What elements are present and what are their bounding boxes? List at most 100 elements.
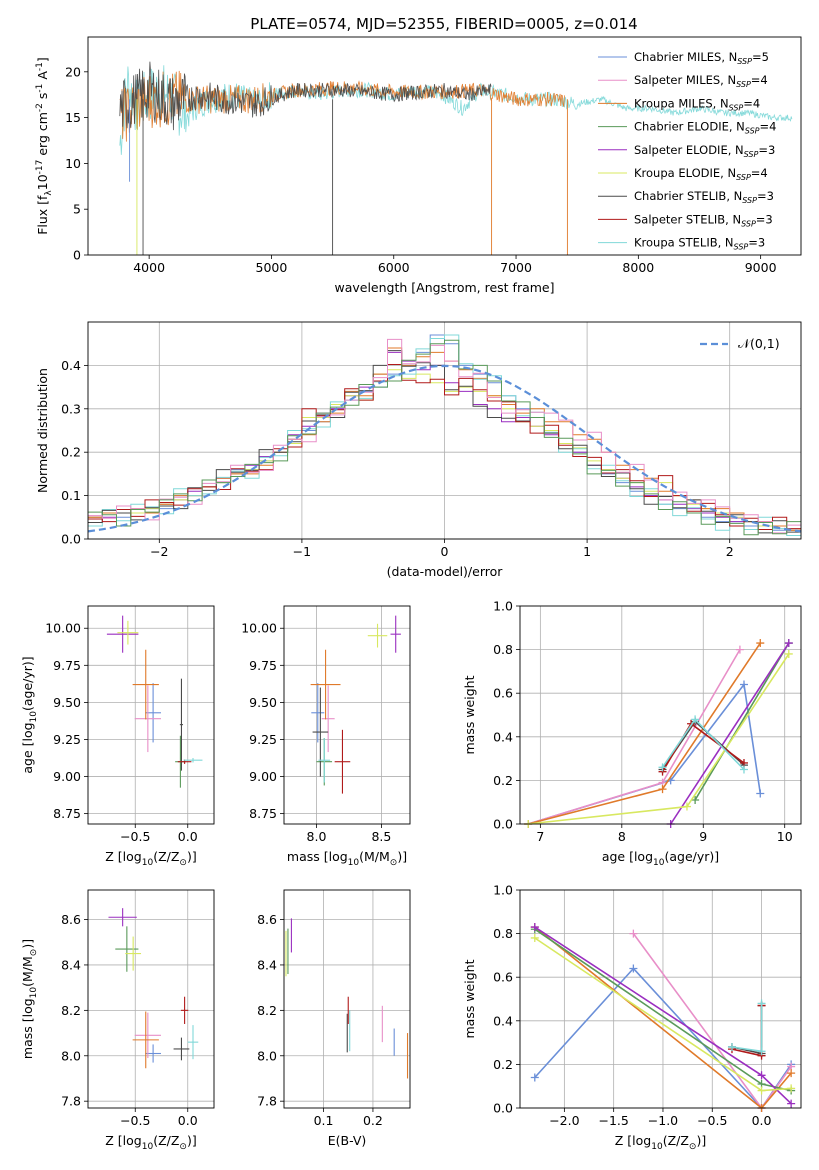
y-tick-label: 1.0 [493, 883, 513, 898]
y-tick-label: 8.0 [61, 1048, 81, 1063]
spectrum-panel: 4000 5000 6000 7000 8000 9000 0 5 10 15 20 waveleng… [35, 36, 802, 295]
y-tick-label: 9.50 [53, 695, 81, 710]
y-tick-label: 0.2 [493, 1057, 513, 1072]
age_vs_mass-panel: 8.0 8.5 8.75 9.00 9.25 9.50 9.75 10.00 mass [log… [241, 605, 411, 868]
x-tick-label: −1.5 [598, 1113, 628, 1128]
x-axis-label: age [log10(age/yr)] [602, 849, 719, 868]
legend-label: Salpeter MILES, NSSP=4 [634, 73, 768, 89]
y-tick-label: 8.6 [257, 912, 277, 927]
spectrum-series [119, 70, 565, 142]
weight-line [731, 1005, 763, 1055]
y-tick-label: 9.75 [249, 658, 277, 673]
x-tick-label: 9 [699, 829, 707, 844]
weight_vs_Z-panel: −2.0 −1.5 −1.0 −0.5 0.0 0.0 0.2 0.4 0.6 0.8 1.0 Z [… [462, 883, 802, 1152]
legend-label: Chabrier ELODIE, NSSP=4 [634, 120, 776, 136]
histogram-series [88, 339, 801, 536]
legend-label: Salpeter STELIB, NSSP=3 [634, 212, 773, 228]
y-tick-label: 0.4 [61, 358, 81, 373]
x-axis-label: Z [log10(Z/Z⊙)] [615, 1133, 706, 1152]
axes-frame [87, 605, 215, 825]
weight-marker [658, 785, 667, 794]
y-axis-label: mass weight [462, 959, 477, 1038]
legend-label: Chabrier STELIB, NSSP=3 [634, 189, 774, 205]
y-tick-label: 0.2 [493, 773, 513, 788]
weight-marker [735, 645, 744, 654]
x-tick-label: 6000 [378, 260, 410, 275]
x-tick-label: −1.0 [648, 1113, 678, 1128]
x-tick-label: 4000 [133, 260, 165, 275]
age_vs_Z-panel: −0.5 0.0 8.75 9.00 9.25 9.50 9.75 10.00 Z [log10… [20, 605, 215, 868]
x-tick-label: 0.0 [178, 1113, 198, 1128]
y-tick-label: 1.0 [493, 599, 513, 614]
axes-frame [283, 889, 411, 1109]
spectrum-legend: Chabrier MILES, NSSP=5 Salpeter MILES, NS… [598, 50, 776, 252]
y-tick-label: 0 [73, 248, 81, 263]
x-tick-label: 8.5 [371, 829, 391, 844]
axes-frame [519, 889, 802, 1109]
y-tick-label: 0.1 [61, 488, 81, 503]
x-tick-label: 0 [441, 544, 449, 559]
weight-marker [629, 929, 638, 938]
x-tick-label: 8000 [622, 260, 654, 275]
spectrum-series [119, 61, 492, 131]
y-tick-label: 0.8 [493, 642, 513, 657]
y-tick-label: 0.4 [493, 1013, 513, 1028]
y-tick-label: 9.25 [249, 732, 277, 747]
y-axis-label: mass weight [462, 675, 477, 754]
weight-line [694, 642, 790, 801]
y-tick-label: 9.00 [249, 769, 277, 784]
y-tick-label: 9.00 [53, 769, 81, 784]
y-tick-label: 8.2 [61, 1003, 81, 1018]
y-tick-label: 15 [65, 110, 81, 125]
axes-frame [87, 889, 215, 1109]
axes-frame [87, 321, 802, 540]
y-tick-label: 0.2 [61, 445, 81, 460]
x-axis-label: E(B-V) [328, 1133, 367, 1148]
weight-marker [784, 639, 793, 648]
x-axis-label: wavelength [Angstrom, rest frame] [334, 280, 554, 295]
y-tick-label: 0.8 [493, 926, 513, 941]
y-tick-label: 0.0 [61, 532, 81, 547]
y-tick-label: 5 [73, 202, 81, 217]
weight-line [731, 1003, 763, 1053]
weight-line [670, 642, 790, 825]
weight-marker [757, 1086, 766, 1095]
y-axis-label: mass [log10(M/M⊙)] [20, 939, 39, 1059]
weight-marker [757, 999, 766, 1008]
y-tick-label: 8.2 [257, 1003, 277, 1018]
weight-marker [756, 639, 765, 648]
x-tick-label: 8 [618, 829, 626, 844]
x-tick-label: −1 [293, 544, 311, 559]
x-axis-label: Z [log10(Z/Z⊙)] [105, 1133, 196, 1152]
legend-label: Kroupa STELIB, NSSP=3 [634, 236, 765, 252]
y-tick-label: 0.4 [493, 729, 513, 744]
weight-marker [530, 1073, 539, 1082]
y-tick-label: 9.25 [53, 732, 81, 747]
y-tick-label: 0.6 [493, 686, 513, 701]
histogram-series [88, 338, 801, 534]
y-tick-label: 9.75 [53, 658, 81, 673]
axes-frame [87, 36, 802, 256]
x-tick-label: 7000 [500, 260, 532, 275]
weight-marker [727, 1042, 736, 1051]
weight-marker [691, 796, 700, 805]
weight-line [528, 653, 790, 825]
x-tick-label: −0.5 [697, 1113, 727, 1128]
y-tick-label: 8.0 [257, 1048, 277, 1063]
x-tick-label: 2 [726, 544, 734, 559]
weight-marker [757, 1047, 766, 1056]
weight-marker [739, 680, 748, 689]
y-tick-label: 10.00 [45, 621, 81, 636]
weight-marker [530, 933, 539, 942]
x-tick-label: 10 [777, 829, 793, 844]
x-tick-label: −2.0 [549, 1113, 579, 1128]
y-tick-label: 10 [65, 156, 81, 171]
weight-marker [658, 763, 667, 772]
weight-marker [739, 765, 748, 774]
x-tick-label: −0.5 [120, 1113, 150, 1128]
legend-label: Kroupa MILES, NSSP=4 [634, 96, 760, 112]
y-tick-label: 8.75 [249, 806, 277, 821]
y-tick-label: 7.8 [61, 1094, 81, 1109]
x-axis-label: mass [log10(M/M⊙)] [287, 849, 407, 868]
